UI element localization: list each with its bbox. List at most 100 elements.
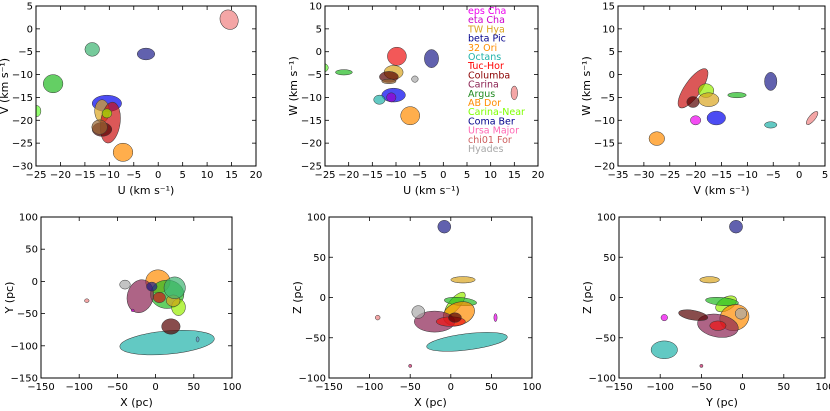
x-tick-label: −25 (314, 170, 335, 181)
x-tick-label: 100 (222, 382, 241, 393)
ellipse-hyades (734, 307, 748, 320)
axes-frame (324, 5, 539, 167)
x-tick-label: 50 (777, 382, 790, 393)
x-tick-label: 0 (796, 170, 802, 181)
ellipse-coma-ber (706, 110, 726, 126)
y-tick-label: 50 (603, 253, 616, 264)
x-tick-label: −25 (25, 170, 46, 181)
legend-entry-octans: Octans (468, 52, 501, 63)
legend-entry-eps-cha: eps Cha (468, 6, 506, 17)
x-tick-label: 0 (152, 382, 158, 393)
ellipse-eta-cha (690, 115, 702, 126)
legend-entry-argus: Argus (468, 89, 495, 100)
ellipse-layer (650, 220, 750, 368)
y-tick-label: 100 (307, 213, 326, 224)
ellipse-columba (678, 309, 709, 321)
x-tick-label: −50 (691, 382, 712, 393)
ellipse-hyades (411, 305, 426, 319)
y-axis-label: Z (pc) (291, 281, 304, 314)
y-tick-label: −20 (12, 116, 33, 127)
y-tick-label: −5 (18, 47, 33, 58)
x-tick-label: −30 (633, 170, 654, 181)
x-tick-label: −150 (605, 382, 632, 393)
axes-frame (617, 5, 826, 167)
x-tick-label: 20 (250, 170, 263, 181)
x-tick-label: −100 (65, 382, 92, 393)
y-tick-label: 5 (316, 24, 322, 35)
ellipse-eta-cha (493, 313, 498, 322)
ellipse-octans (764, 121, 778, 129)
ellipse-hyades (119, 279, 131, 290)
ellipse-ursa-major (510, 85, 518, 101)
ellipse-carina (91, 119, 108, 135)
x-tick-label: 5 (179, 170, 185, 181)
x-tick-label: 15 (508, 170, 521, 181)
x-tick-label: −100 (356, 382, 383, 393)
x-axis-label: U (km s⁻¹) (403, 184, 460, 197)
ellipse-eta-cha (130, 308, 135, 312)
ellipse-beta-pic (424, 49, 439, 68)
y-tick-label: −5 (600, 93, 615, 104)
x-tick-label: 100 (815, 382, 830, 393)
x-tick-label: 5 (464, 170, 470, 181)
ellipse-columba (448, 312, 462, 323)
ellipse-octans (36, 105, 42, 117)
x-tick-label: 0 (448, 382, 454, 393)
ellipse-eps-cha (375, 314, 381, 321)
y-tick-label: −25 (12, 139, 33, 150)
ellipse-layer (325, 46, 518, 126)
ellipse-columba (686, 96, 700, 108)
x-tick-label: 100 (522, 382, 541, 393)
x-tick-label: −150 (315, 382, 342, 393)
x-tick-label: 50 (485, 382, 498, 393)
y-tick-label: −100 (299, 374, 326, 385)
y-tick-label: −5 (307, 70, 322, 81)
y-tick-label: 15 (602, 2, 615, 13)
y-tick-label: 10 (602, 24, 615, 35)
ellipse-eps-cha (84, 298, 90, 303)
x-tick-label: −20 (685, 170, 706, 181)
y-tick-label: 0 (316, 47, 322, 58)
y-tick-label: −50 (305, 333, 326, 344)
legend-entry-coma-ber: Coma Ber (468, 116, 515, 127)
x-tick-label: −15 (74, 170, 95, 181)
x-tick-label: −150 (27, 382, 54, 393)
axes-frame (40, 216, 233, 379)
x-tick-label: 20 (532, 170, 545, 181)
ellipse-beta-pic (146, 281, 158, 292)
legend-entry-carina-near: Carina-Near (468, 107, 525, 118)
x-tick-label: −15 (362, 170, 383, 181)
axes-frame (328, 216, 533, 379)
x-tick-label: 0 (155, 170, 161, 181)
x-tick-label: 0 (440, 170, 446, 181)
panel-u-v: −25 −20 −15 −10 −5 0 5 10 15 2050−5−10−15−20−25−3… (0, 2, 262, 198)
x-tick-label: −15 (711, 170, 732, 181)
y-tick-label: 0 (609, 70, 615, 81)
ellipse-32-ori (84, 42, 100, 57)
ellipse-ab-dor (400, 106, 420, 126)
legend-entry-tuc-hor: Tuc-Hor (467, 61, 504, 72)
y-tick-label: 0 (320, 293, 326, 304)
ellipse-ursa-major (806, 111, 819, 125)
x-tick-label: −5 (412, 170, 427, 181)
ellipse-beta-pic (437, 220, 452, 234)
y-tick-label: 50 (25, 245, 38, 256)
legend-entry-ursa-major: Ursa Major (468, 126, 519, 137)
x-tick-label: −35 (607, 170, 628, 181)
ellipse-tuc-hor (387, 46, 407, 66)
ellipse-eps-cha (219, 9, 239, 30)
y-tick-label: −25 (301, 162, 322, 173)
y-tick-label: −100 (11, 341, 38, 352)
y-tick-label: −100 (589, 374, 616, 385)
y-tick-label: −50 (17, 309, 38, 320)
y-tick-label: 0 (27, 24, 33, 35)
y-tick-label: −50 (595, 333, 616, 344)
ellipse-layer (36, 9, 239, 162)
y-axis-label: Z (pc) (581, 281, 594, 314)
ellipse-layer (648, 68, 819, 146)
panel-u-w: −25 −20 −15 −10 −5 0 5 10 15 201050−5−10−15−20−25… (287, 2, 544, 198)
y-tick-label: 0 (610, 293, 616, 304)
ellipse-ursa-major (195, 336, 200, 343)
y-axis-label: W (km s⁻¹) (287, 56, 300, 116)
